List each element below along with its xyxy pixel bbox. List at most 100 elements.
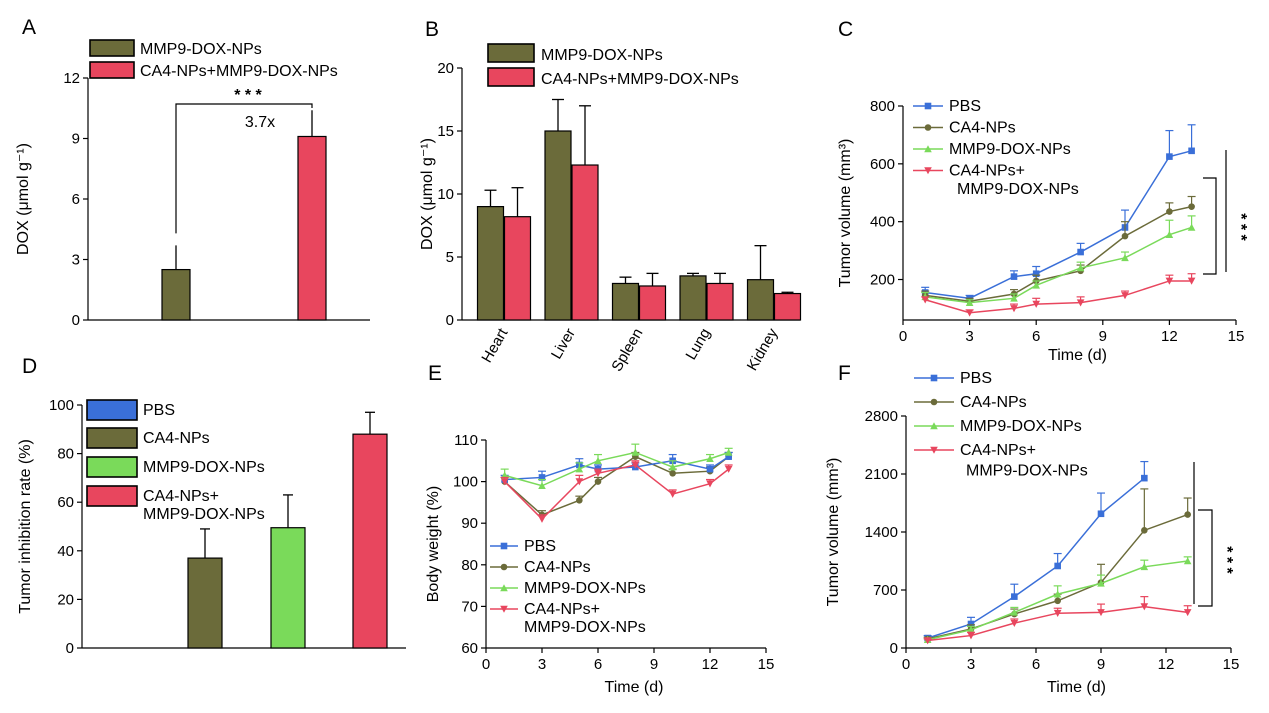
data-point xyxy=(1166,153,1173,160)
x-tick-label: 15 xyxy=(1228,328,1245,345)
y-tick-label: 200 xyxy=(870,272,895,289)
data-point xyxy=(1076,299,1085,307)
legend-label: MMP9-DOX-NPs xyxy=(960,418,1082,435)
legend-label: MMP9-DOX-NPs xyxy=(524,580,646,597)
data-point xyxy=(668,463,677,471)
bar-liver-mmp9 xyxy=(544,130,572,321)
x-axis-title: Time (d) xyxy=(605,679,664,696)
data-point xyxy=(921,296,929,304)
series-mmp9-dox-nps xyxy=(921,215,1196,306)
data-point xyxy=(1010,619,1019,627)
y-tick-label: 80 xyxy=(461,557,478,574)
series-ca4-mmp9-dox-nps xyxy=(923,596,1192,645)
data-point xyxy=(1121,232,1129,240)
series-mmp9-dox-nps xyxy=(923,556,1192,644)
panel-a-axes: 0 3 6 9 12 * * * 3.7x xyxy=(63,70,370,329)
y-axis-title: Body weight (%) xyxy=(425,486,442,603)
fold-change-label: 3.7x xyxy=(245,114,275,131)
x-tick-label: 9 xyxy=(650,656,658,673)
x-axis-title: Time (d) xyxy=(1048,347,1107,364)
panel-letter-e: E xyxy=(428,362,442,385)
series-line xyxy=(924,280,1192,314)
legend-label: PBS xyxy=(960,370,992,387)
data-point xyxy=(500,542,508,550)
x-category-label: Liver xyxy=(548,325,579,362)
data-point xyxy=(924,145,932,153)
panel-letter-a: A xyxy=(22,16,36,39)
x-tick-label: 9 xyxy=(1097,656,1105,673)
y-axis-title: Tumor volume (mm³) xyxy=(837,139,854,288)
legend-label: PBS xyxy=(143,402,175,419)
data-point xyxy=(1184,511,1191,518)
data-point xyxy=(1010,273,1018,280)
data-point xyxy=(538,481,546,490)
data-point xyxy=(1010,294,1018,302)
data-point xyxy=(500,584,508,592)
significance-f: * * * xyxy=(1193,462,1235,607)
data-point xyxy=(967,632,975,640)
series-line xyxy=(504,456,730,481)
x-tick-label: 15 xyxy=(758,656,775,673)
data-point xyxy=(1077,248,1084,256)
legend-label: CA4-NPs+ xyxy=(960,442,1036,459)
data-point xyxy=(1054,597,1061,605)
data-point xyxy=(1053,609,1062,617)
data-point xyxy=(538,515,546,523)
data-point xyxy=(631,448,640,456)
data-point xyxy=(725,453,732,460)
bar-heart-combo xyxy=(503,216,532,321)
x-tick-label: 0 xyxy=(902,656,910,673)
data-point xyxy=(500,605,508,613)
panel-letter-c: C xyxy=(838,18,853,41)
legend-label: CA4-NPs xyxy=(960,394,1027,411)
data-point xyxy=(1032,300,1040,308)
legend-label: CA4-NPs+ xyxy=(524,601,600,618)
data-point xyxy=(1097,609,1105,617)
data-point xyxy=(930,374,938,382)
legend-label: MMP9-DOX-NPs xyxy=(524,619,646,636)
series-ca4-nps xyxy=(921,195,1196,305)
data-point xyxy=(631,461,640,469)
y-tick-label: 60 xyxy=(57,494,74,511)
data-point xyxy=(1097,579,1105,587)
y-tick-label: 0 xyxy=(72,312,80,329)
y-axis-title: Tumor inhibition rate (%) xyxy=(17,439,34,614)
data-point xyxy=(500,478,509,486)
data-point xyxy=(930,422,938,430)
data-point xyxy=(930,446,938,454)
x-tick-label: 6 xyxy=(594,656,602,673)
legend-swatch xyxy=(86,399,138,421)
y-axis-title: DOX (μmol g⁻¹) xyxy=(419,138,436,250)
y-tick-label: 0 xyxy=(66,640,74,657)
legend-label: MMP9-DOX-NPs xyxy=(957,181,1079,198)
legend-label: CA4-NPs+MMP9-DOX-NPs xyxy=(140,63,338,80)
series-ca4-mmp9-dox-nps xyxy=(921,273,1196,317)
panel-d-axes: 0 20 40 60 80 100 xyxy=(49,397,406,657)
data-point xyxy=(1183,609,1192,617)
data-point xyxy=(1166,208,1173,215)
data-point xyxy=(576,497,583,504)
legend-b: MMP9-DOX-NPs CA4-NPs+MMP9-DOX-NPs xyxy=(487,43,739,88)
data-point xyxy=(1076,264,1085,272)
y-tick-label: 2100 xyxy=(865,466,898,483)
data-point xyxy=(930,398,938,406)
data-point xyxy=(669,469,676,477)
data-point xyxy=(1187,223,1196,231)
data-point xyxy=(1054,562,1061,570)
data-point xyxy=(965,309,974,317)
data-point xyxy=(594,469,602,478)
legend-f: PBS CA4-NPs MMP9-DOX-NPs CA4-NPs+ MMP9-DOX-N… xyxy=(914,370,1088,479)
legend-label: CA4-NPs+ xyxy=(949,163,1025,180)
legend-c: PBSCA4-NPsMMP9-DOX-NPsCA4-NPs+MMP9-DOX-N… xyxy=(913,98,1079,198)
significance-stars: * * * xyxy=(234,87,262,104)
data-point xyxy=(706,465,714,473)
panel-letter-f: F xyxy=(838,362,851,385)
legend-label: MMP9-DOX-NPs xyxy=(143,459,265,476)
legend-e: PBSCA4-NPsMMP9-DOX-NPsCA4-NPs+MMP9-DOX-N… xyxy=(490,538,646,636)
y-tick-label: 10 xyxy=(437,186,454,203)
panel-f-axes: 0 700 1400 2100 2800 0 3 6 9 12 15 xyxy=(865,408,1240,673)
series-line xyxy=(504,451,729,487)
data-point xyxy=(924,167,932,175)
significance-bracket xyxy=(175,103,313,234)
data-point xyxy=(1053,590,1062,598)
